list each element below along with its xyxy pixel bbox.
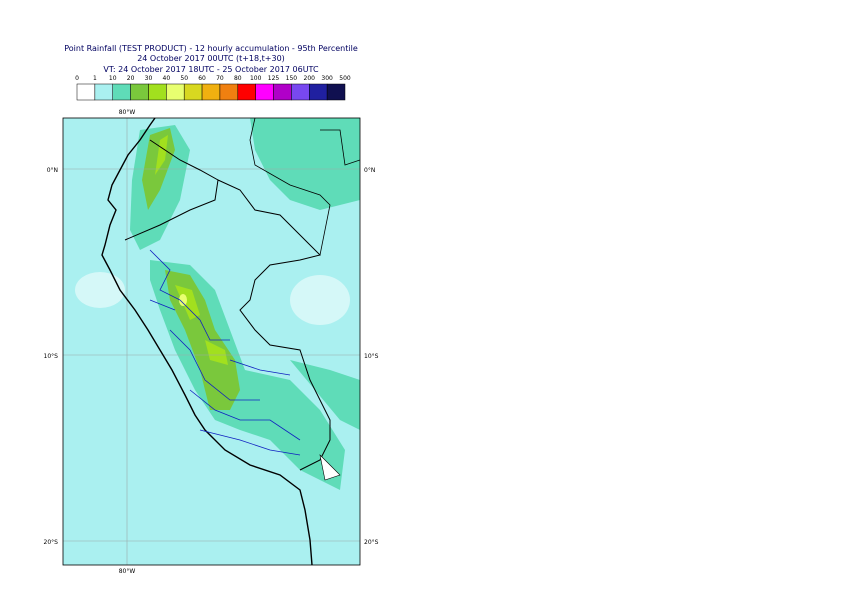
legend-label: 10 [109, 75, 117, 82]
legend-label: 300 [321, 75, 333, 82]
lat-label: 20°S [44, 539, 59, 546]
legend-swatch [201, 83, 221, 101]
legend-swatch [237, 83, 256, 101]
map-area [63, 118, 360, 565]
legend-label: 30 [145, 75, 153, 82]
legend-swatch [255, 83, 274, 101]
legend-swatch [291, 83, 310, 101]
legend-label: 150 [286, 75, 298, 82]
lat-label: 20°S [364, 539, 379, 546]
legend-swatch [76, 83, 96, 101]
legend-swatch [148, 83, 167, 101]
legend-swatch [183, 83, 203, 101]
legend-swatch [273, 83, 292, 101]
legend-swatch [219, 83, 239, 101]
legend-label: 1 [93, 75, 97, 82]
legend-swatch [130, 83, 149, 101]
legend-swatch [112, 83, 131, 101]
legend-label: 50 [180, 75, 188, 82]
legend-swatch [309, 83, 328, 101]
legend-label: 200 [304, 75, 316, 82]
legend-label: 500 [339, 75, 351, 82]
lat-label: 0°N [364, 167, 375, 174]
legend-swatch [326, 83, 346, 101]
legend-label: 100 [250, 75, 262, 82]
legend-label: 125 [268, 75, 280, 82]
legend-label: 70 [216, 75, 224, 82]
legend-label: 40 [163, 75, 171, 82]
title-line: Point Rainfall (TEST PRODUCT) - 12 hourl… [64, 44, 358, 53]
title-line: VT: 24 October 2017 18UTC - 25 October 2… [103, 65, 319, 74]
lon-label: 80°W [119, 109, 136, 116]
legend-label: 80 [234, 75, 242, 82]
lat-label: 10°S [44, 353, 59, 360]
lon-label: 80°W [119, 568, 136, 575]
legend-label: 20 [127, 75, 135, 82]
lat-label: 10°S [364, 353, 379, 360]
lat-label: 0°N [47, 167, 58, 174]
legend-swatch [166, 83, 185, 101]
legend-label: 60 [198, 75, 206, 82]
legend-label: 0 [75, 75, 79, 82]
legend-swatch [94, 83, 113, 101]
title-line: 24 October 2017 00UTC (t+18,t+30) [137, 54, 285, 63]
